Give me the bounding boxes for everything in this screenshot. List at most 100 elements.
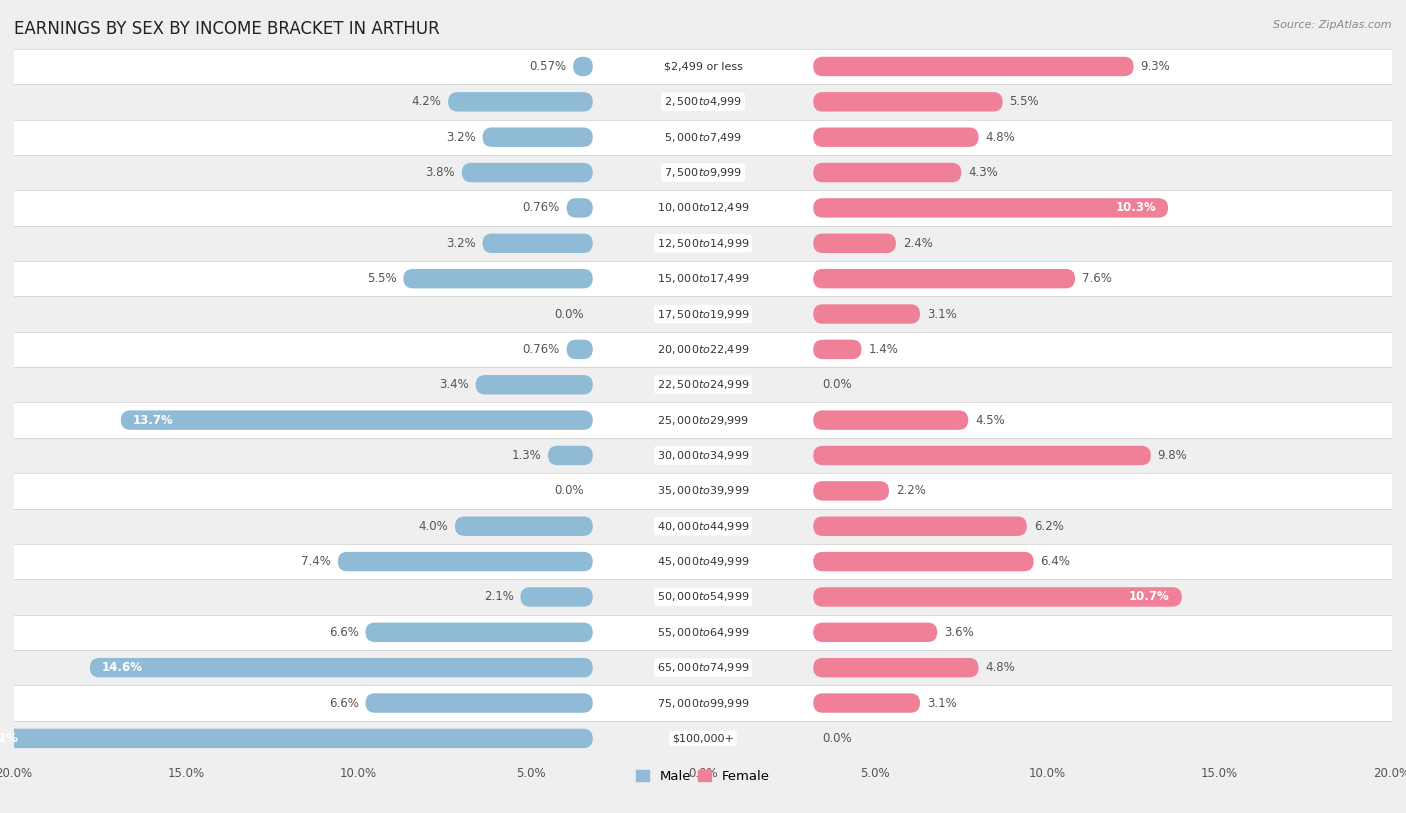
Text: $30,000 to $34,999: $30,000 to $34,999 bbox=[657, 449, 749, 462]
FancyBboxPatch shape bbox=[813, 446, 1152, 465]
Text: $2,500 to $4,999: $2,500 to $4,999 bbox=[664, 95, 742, 108]
Text: 14.6%: 14.6% bbox=[101, 661, 143, 674]
Text: $17,500 to $19,999: $17,500 to $19,999 bbox=[657, 307, 749, 320]
Bar bbox=[14, 650, 1392, 685]
Text: 9.3%: 9.3% bbox=[1140, 60, 1170, 73]
FancyBboxPatch shape bbox=[482, 233, 593, 253]
Text: 4.3%: 4.3% bbox=[969, 166, 998, 179]
Text: 6.6%: 6.6% bbox=[329, 626, 359, 639]
Bar bbox=[14, 261, 1392, 297]
Text: $10,000 to $12,499: $10,000 to $12,499 bbox=[657, 202, 749, 215]
Text: 3.4%: 3.4% bbox=[439, 378, 468, 391]
Text: 5.5%: 5.5% bbox=[367, 272, 396, 285]
FancyBboxPatch shape bbox=[813, 693, 920, 713]
FancyBboxPatch shape bbox=[404, 269, 593, 289]
FancyBboxPatch shape bbox=[90, 658, 593, 677]
FancyBboxPatch shape bbox=[0, 728, 593, 748]
Text: 10.3%: 10.3% bbox=[1115, 202, 1156, 215]
FancyBboxPatch shape bbox=[121, 411, 593, 430]
FancyBboxPatch shape bbox=[813, 269, 1076, 289]
Text: 2.1%: 2.1% bbox=[484, 590, 513, 603]
FancyBboxPatch shape bbox=[461, 163, 593, 182]
FancyBboxPatch shape bbox=[813, 516, 1026, 536]
FancyBboxPatch shape bbox=[813, 57, 1133, 76]
FancyBboxPatch shape bbox=[482, 128, 593, 147]
Bar bbox=[14, 615, 1392, 650]
FancyBboxPatch shape bbox=[813, 587, 1182, 606]
Bar bbox=[14, 544, 1392, 579]
Bar bbox=[14, 367, 1392, 402]
FancyBboxPatch shape bbox=[813, 128, 979, 147]
FancyBboxPatch shape bbox=[813, 198, 1168, 218]
Text: $12,500 to $14,999: $12,500 to $14,999 bbox=[657, 237, 749, 250]
FancyBboxPatch shape bbox=[813, 411, 969, 430]
Bar bbox=[14, 297, 1392, 332]
Bar bbox=[14, 437, 1392, 473]
Text: 3.2%: 3.2% bbox=[446, 131, 475, 144]
Text: 0.57%: 0.57% bbox=[529, 60, 567, 73]
FancyBboxPatch shape bbox=[813, 92, 1002, 111]
FancyBboxPatch shape bbox=[813, 340, 862, 359]
Text: $22,500 to $24,999: $22,500 to $24,999 bbox=[657, 378, 749, 391]
Text: $7,500 to $9,999: $7,500 to $9,999 bbox=[664, 166, 742, 179]
Text: 4.8%: 4.8% bbox=[986, 661, 1015, 674]
Text: 13.7%: 13.7% bbox=[134, 414, 174, 427]
Text: 6.4%: 6.4% bbox=[1040, 555, 1070, 568]
Text: 7.4%: 7.4% bbox=[301, 555, 330, 568]
Bar bbox=[14, 509, 1392, 544]
FancyBboxPatch shape bbox=[548, 446, 593, 465]
Bar bbox=[14, 685, 1392, 720]
Text: 2.4%: 2.4% bbox=[903, 237, 932, 250]
Text: 1.3%: 1.3% bbox=[512, 449, 541, 462]
Text: $20,000 to $22,499: $20,000 to $22,499 bbox=[657, 343, 749, 356]
FancyBboxPatch shape bbox=[567, 340, 593, 359]
Text: 0.76%: 0.76% bbox=[523, 202, 560, 215]
Text: 9.8%: 9.8% bbox=[1157, 449, 1188, 462]
FancyBboxPatch shape bbox=[475, 375, 593, 394]
Text: $50,000 to $54,999: $50,000 to $54,999 bbox=[657, 590, 749, 603]
Text: $65,000 to $74,999: $65,000 to $74,999 bbox=[657, 661, 749, 674]
FancyBboxPatch shape bbox=[366, 693, 593, 713]
Bar bbox=[14, 720, 1392, 756]
Text: $40,000 to $44,999: $40,000 to $44,999 bbox=[657, 520, 749, 533]
Text: EARNINGS BY SEX BY INCOME BRACKET IN ARTHUR: EARNINGS BY SEX BY INCOME BRACKET IN ART… bbox=[14, 20, 440, 38]
FancyBboxPatch shape bbox=[813, 304, 920, 324]
FancyBboxPatch shape bbox=[813, 233, 896, 253]
Text: 4.0%: 4.0% bbox=[419, 520, 449, 533]
Text: 0.0%: 0.0% bbox=[823, 378, 852, 391]
Text: $35,000 to $39,999: $35,000 to $39,999 bbox=[657, 485, 749, 498]
Text: 4.8%: 4.8% bbox=[986, 131, 1015, 144]
FancyBboxPatch shape bbox=[813, 658, 979, 677]
FancyBboxPatch shape bbox=[337, 552, 593, 572]
Bar bbox=[14, 155, 1392, 190]
Text: 4.2%: 4.2% bbox=[412, 95, 441, 108]
Text: 5.5%: 5.5% bbox=[1010, 95, 1039, 108]
FancyBboxPatch shape bbox=[449, 92, 593, 111]
Text: Source: ZipAtlas.com: Source: ZipAtlas.com bbox=[1274, 20, 1392, 30]
Text: $2,499 or less: $2,499 or less bbox=[664, 62, 742, 72]
Bar bbox=[14, 579, 1392, 615]
Text: 10.7%: 10.7% bbox=[1129, 590, 1170, 603]
Text: 3.2%: 3.2% bbox=[446, 237, 475, 250]
Bar bbox=[14, 402, 1392, 437]
Text: 1.4%: 1.4% bbox=[869, 343, 898, 356]
Bar bbox=[14, 473, 1392, 509]
Text: $45,000 to $49,999: $45,000 to $49,999 bbox=[657, 555, 749, 568]
Text: 7.6%: 7.6% bbox=[1083, 272, 1112, 285]
Text: $25,000 to $29,999: $25,000 to $29,999 bbox=[657, 414, 749, 427]
FancyBboxPatch shape bbox=[813, 481, 889, 501]
Text: $75,000 to $99,999: $75,000 to $99,999 bbox=[657, 697, 749, 710]
Text: 3.1%: 3.1% bbox=[927, 307, 956, 320]
Bar bbox=[14, 120, 1392, 155]
Text: 18.2%: 18.2% bbox=[0, 732, 18, 745]
FancyBboxPatch shape bbox=[813, 552, 1033, 572]
Text: $100,000+: $100,000+ bbox=[672, 733, 734, 743]
Bar bbox=[14, 226, 1392, 261]
Text: 0.76%: 0.76% bbox=[523, 343, 560, 356]
FancyBboxPatch shape bbox=[456, 516, 593, 536]
FancyBboxPatch shape bbox=[813, 163, 962, 182]
Text: $5,000 to $7,499: $5,000 to $7,499 bbox=[664, 131, 742, 144]
Bar bbox=[14, 332, 1392, 367]
Legend: Male, Female: Male, Female bbox=[631, 765, 775, 789]
Text: 3.8%: 3.8% bbox=[426, 166, 456, 179]
